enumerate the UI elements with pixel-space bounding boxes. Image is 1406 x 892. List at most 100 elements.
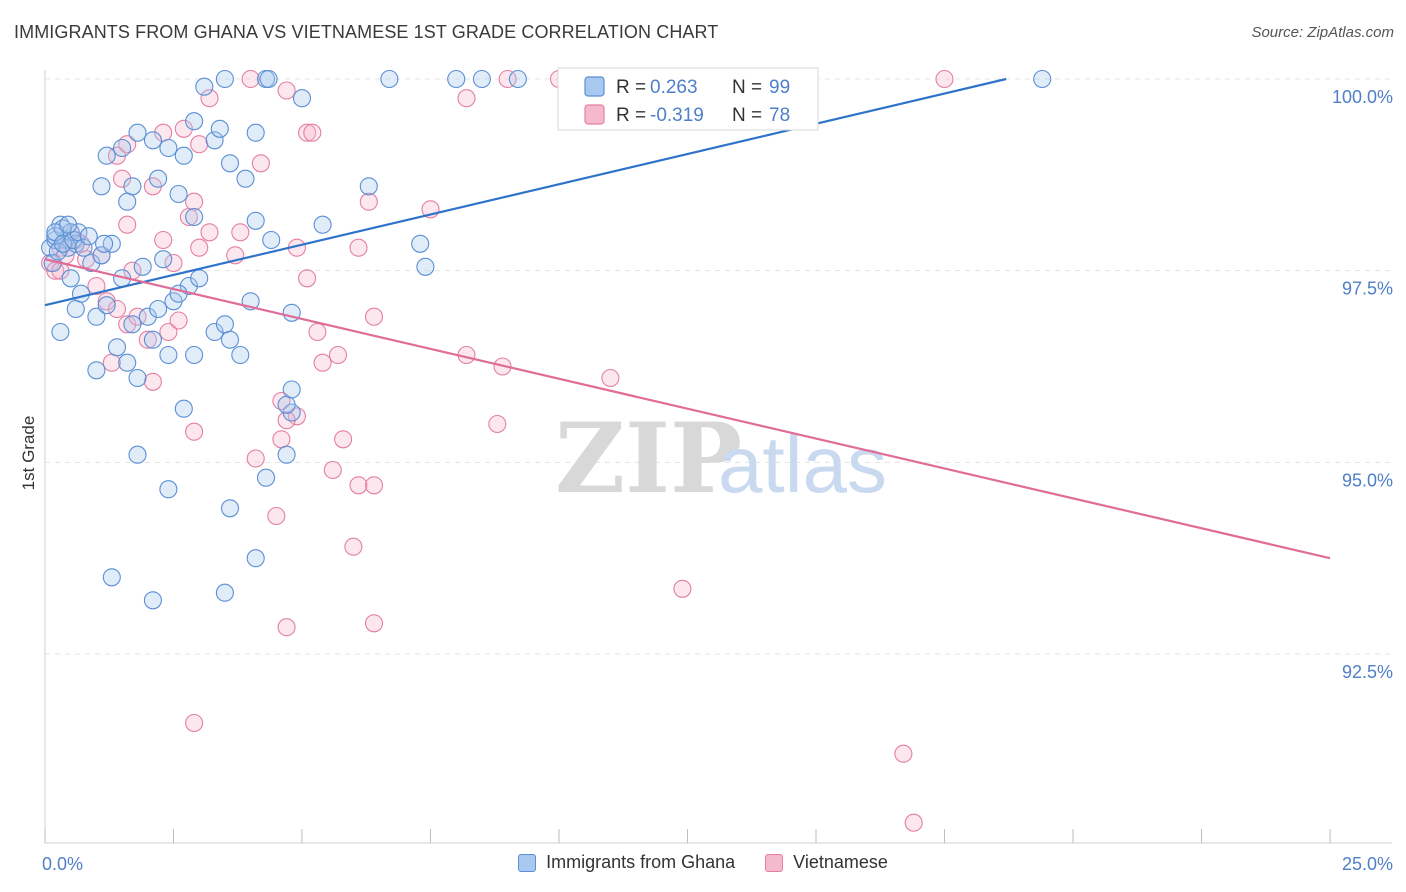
vietnamese-point bbox=[488, 414, 507, 434]
watermark: ZIP atlas bbox=[555, 402, 887, 515]
stats-n-value-vietnamese: 78 bbox=[769, 105, 790, 126]
vietnamese-point bbox=[102, 353, 121, 372]
ghana-point bbox=[195, 77, 214, 96]
series-ghana-points bbox=[41, 69, 1052, 610]
ghana-point bbox=[220, 330, 240, 349]
y-tick-label-1: 97.5% bbox=[1342, 279, 1393, 299]
vietnamese-point bbox=[174, 119, 193, 138]
stats-swatch-ghana bbox=[584, 76, 605, 97]
vietnamese-point bbox=[323, 460, 342, 480]
ghana-point bbox=[246, 549, 265, 568]
ghana-point bbox=[169, 184, 188, 204]
ghana-point bbox=[102, 234, 121, 253]
legend-label-vietnamese: Vietnamese bbox=[793, 852, 888, 872]
ghana-point bbox=[416, 257, 435, 276]
ghana-point bbox=[138, 307, 157, 326]
ghana-point bbox=[220, 154, 240, 173]
ghana-point bbox=[277, 445, 296, 464]
trendline-ghana bbox=[44, 77, 1007, 307]
ghana-point bbox=[95, 234, 114, 253]
legend-swatch-vietnamese bbox=[765, 853, 784, 872]
vietnamese-point bbox=[87, 276, 106, 296]
vietnamese-point bbox=[267, 506, 286, 526]
ghana-point bbox=[246, 123, 265, 142]
ghana-point bbox=[185, 112, 204, 131]
vietnamese-point bbox=[164, 253, 183, 273]
stats-r-label-ghana: R = bbox=[616, 77, 646, 98]
ghana-point bbox=[149, 169, 168, 188]
stats-n-label-ghana: N = bbox=[732, 77, 762, 98]
vietnamese-point bbox=[246, 449, 265, 468]
ghana-point bbox=[313, 215, 332, 234]
grid-lines bbox=[45, 78, 1392, 655]
watermark-zip: ZIP bbox=[555, 402, 742, 515]
ghana-point bbox=[143, 131, 162, 150]
vietnamese-point bbox=[185, 422, 204, 441]
ghana-point bbox=[159, 138, 178, 158]
ghana-point bbox=[128, 368, 147, 388]
vietnamese-point bbox=[277, 81, 296, 100]
ghana-point bbox=[262, 230, 281, 250]
x-tick-label-1: 25.0% bbox=[1342, 854, 1393, 874]
ghana-point bbox=[259, 69, 278, 89]
ghana-point bbox=[174, 146, 193, 165]
vietnamese-point bbox=[935, 69, 954, 89]
ghana-point bbox=[210, 119, 229, 138]
watermark-atlas: atlas bbox=[718, 420, 887, 509]
vietnamese-point bbox=[190, 238, 209, 257]
ghana-point bbox=[380, 69, 399, 89]
ghana-point bbox=[215, 583, 234, 602]
vietnamese-point bbox=[200, 89, 219, 108]
vietnamese-point bbox=[457, 89, 476, 108]
vietnamese-point bbox=[498, 69, 517, 89]
ghana-point bbox=[185, 345, 204, 365]
ghana-point bbox=[1033, 69, 1052, 89]
ghana-point bbox=[174, 399, 193, 418]
ghana-point bbox=[87, 361, 106, 380]
ghana-point bbox=[236, 169, 255, 188]
vietnamese-point bbox=[308, 322, 327, 342]
vietnamese-point bbox=[272, 430, 291, 449]
stats-r-value-ghana: 0.263 bbox=[650, 77, 698, 98]
vietnamese-point bbox=[138, 330, 157, 349]
ghana-point bbox=[87, 307, 106, 326]
legend-item-ghana[interactable]: Immigrants from Ghana bbox=[518, 852, 735, 873]
ghana-point bbox=[66, 299, 85, 319]
ghana-point bbox=[185, 207, 204, 227]
stats-swatch-vietnamese bbox=[584, 104, 605, 125]
ghana-point bbox=[118, 192, 137, 211]
ghana-point bbox=[118, 353, 137, 372]
vietnamese-point bbox=[107, 299, 127, 319]
vietnamese-point bbox=[231, 223, 250, 242]
vietnamese-point bbox=[334, 430, 353, 449]
legend-swatch-ghana bbox=[518, 853, 537, 872]
ghana-point bbox=[143, 330, 162, 349]
legend-item-vietnamese[interactable]: Vietnamese bbox=[765, 852, 888, 873]
y-tick-label-2: 95.0% bbox=[1342, 470, 1393, 490]
trendlines bbox=[44, 77, 1331, 560]
vietnamese-point bbox=[185, 192, 204, 211]
ghana-point bbox=[149, 299, 168, 319]
vietnamese-point bbox=[190, 135, 209, 154]
bottom-legend: Immigrants from Ghana Vietnamese bbox=[0, 852, 1406, 873]
vietnamese-point bbox=[169, 311, 188, 330]
ghana-point bbox=[277, 395, 296, 414]
ghana-point bbox=[74, 238, 93, 257]
vietnamese-point bbox=[894, 744, 913, 763]
ghana-point bbox=[128, 445, 147, 464]
ghana-point bbox=[282, 380, 301, 399]
vietnamese-point bbox=[118, 215, 137, 234]
ghana-point bbox=[107, 338, 127, 357]
vietnamese-point bbox=[277, 618, 296, 637]
y-axis-label: 1st Grade bbox=[19, 416, 38, 491]
ghana-point bbox=[79, 227, 98, 246]
vietnamese-point bbox=[118, 315, 137, 334]
y-tick-label-3: 92.5% bbox=[1342, 662, 1393, 682]
vietnamese-point bbox=[601, 368, 620, 388]
ghana-point bbox=[205, 322, 224, 342]
vietnamese-point bbox=[904, 813, 923, 832]
ghana-point bbox=[123, 315, 142, 334]
vietnamese-point bbox=[344, 537, 363, 556]
ghana-point bbox=[154, 250, 173, 269]
ghana-point bbox=[359, 177, 378, 196]
